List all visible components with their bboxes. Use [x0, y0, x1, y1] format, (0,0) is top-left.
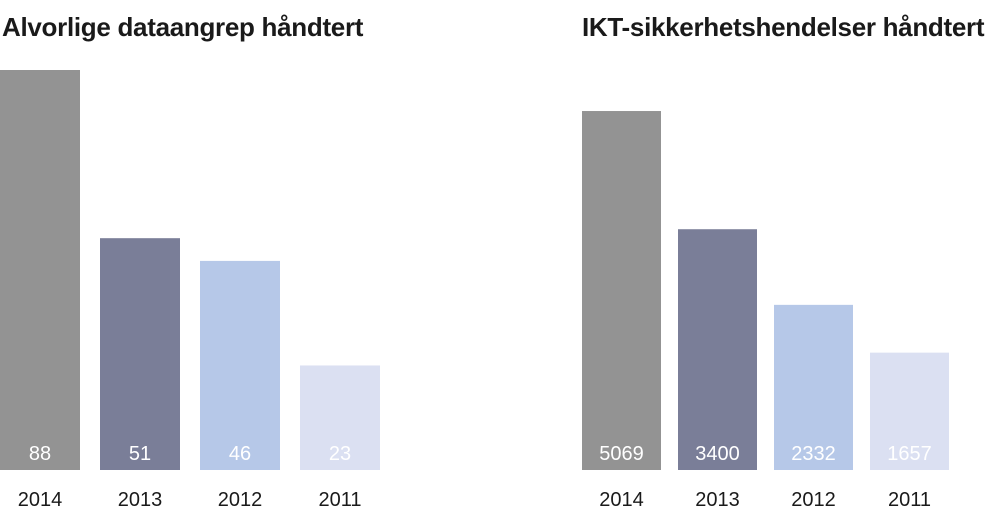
chart-panel-ikt-hendelser: IKT-sikkerhetshendelser håndtert 5069 201…: [580, 0, 1000, 527]
bar-2011: [870, 352, 949, 470]
data-label-2014: 5069: [599, 443, 644, 465]
bar-2011: [300, 365, 380, 470]
data-label-2013: 51: [129, 443, 151, 465]
bar-2013: [100, 238, 180, 470]
chart-title: IKT-sikkerhetshendelser håndtert: [582, 12, 985, 42]
x-tick-label-2011: 2011: [888, 489, 931, 511]
bar-chart-dataangrep: 88 2014 51 2013 46 2012 23 2011: [0, 70, 380, 511]
x-tick-label-2012: 2012: [218, 489, 263, 511]
data-label-2011: 1657: [887, 443, 932, 465]
bar-2013: [678, 229, 757, 470]
data-label-2012: 46: [229, 443, 251, 465]
chart-panel-dataangrep: Alvorlige dataangrep håndtert 88 2014 51 20…: [0, 0, 400, 527]
data-label-2014: 88: [29, 443, 51, 465]
bar-2012: [774, 304, 853, 470]
bar-chart-ikt-hendelser: 5069 2014 3400 2013 2332 2012 1657 2011: [582, 111, 949, 511]
x-tick-label-2013: 2013: [695, 489, 740, 511]
bar-2012: [200, 260, 280, 470]
chart-title: Alvorlige dataangrep håndtert: [2, 12, 364, 42]
x-tick-label-2014: 2014: [599, 489, 644, 511]
data-label-2013: 3400: [695, 443, 740, 465]
x-tick-label-2014: 2014: [18, 489, 63, 511]
data-label-2012: 2332: [791, 443, 836, 465]
bar-2014: [0, 70, 80, 470]
x-tick-label-2013: 2013: [118, 489, 163, 511]
x-tick-label-2011: 2011: [318, 489, 361, 511]
data-label-2011: 23: [329, 443, 351, 465]
bar-2014: [582, 111, 661, 470]
x-tick-label-2012: 2012: [791, 489, 836, 511]
